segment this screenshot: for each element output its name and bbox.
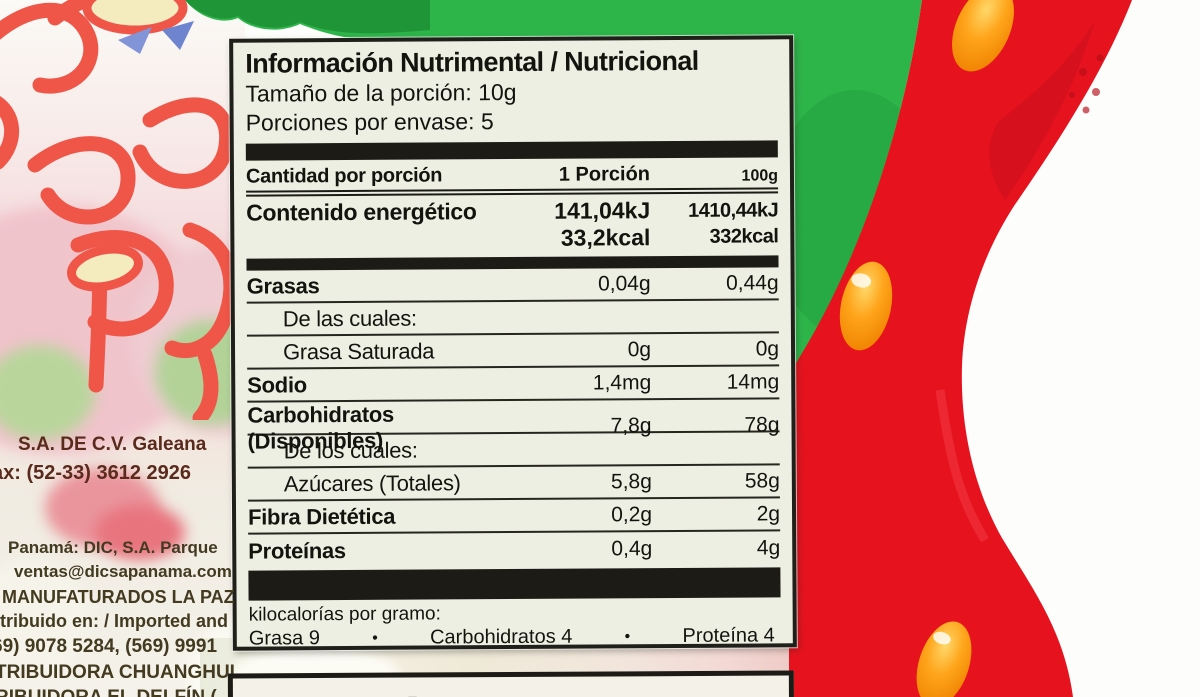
- nutrition-facts-title: Nutrition Facts: [243, 683, 794, 697]
- nutrient-value-portion: 0,4g: [611, 537, 653, 561]
- candy-red-blur: [95, 505, 185, 560]
- energy-kj-portion: 141,04kJ: [554, 197, 651, 225]
- nutrition-label-en: Nutrition Facts: [227, 670, 795, 697]
- energy-kcal-100g: 332kcal: [709, 225, 779, 248]
- marshmallow-green-patch: [0, 345, 95, 440]
- bullet-separator: •: [372, 629, 378, 647]
- strawberry-speckles: [1069, 54, 1104, 114]
- kcal-protein: Proteína 4: [682, 624, 775, 648]
- nutrient-name: Grasas: [246, 273, 320, 299]
- kcal-per-gram-values: Grasa 9 • Carbohidratos 4 • Proteína 4: [249, 625, 775, 651]
- nutrient-value-portion: [493, 317, 651, 318]
- nutrient-value-100g: 58g: [744, 469, 780, 493]
- nutrient-row: De las cuales:: [246, 300, 779, 337]
- header-amount-per-serving: Cantidad por porción: [245, 164, 443, 189]
- nutrient-row: Grasas 0,04g 0,44g: [246, 267, 779, 304]
- nutrient-value-100g: 2g: [756, 502, 781, 526]
- nutrient-value-100g: [651, 316, 779, 317]
- energy-kcal-portion: 33,2kcal: [560, 224, 651, 251]
- energy-kj-100g: 1410,44kJ: [688, 198, 779, 222]
- nutrient-name: Sodio: [247, 372, 307, 398]
- servings-per-container: Porciones por envase: 5: [245, 108, 494, 136]
- nutrient-row: Carbohidratos (Disponibles) 7,8g 78g: [247, 399, 780, 454]
- bullet-separator: •: [624, 628, 631, 646]
- address-line: S.A. DE C.V. Galeana: [18, 434, 207, 455]
- header-per-100g: 100g: [741, 167, 779, 186]
- strawberry-red-shape: [789, 0, 1132, 697]
- nutrient-name: Proteínas: [248, 537, 346, 564]
- address-line: TRIBUIDORA CHUANGHUI,: [0, 662, 241, 683]
- nutrient-value-100g: 78g: [744, 413, 780, 437]
- nutrient-value-100g: [652, 448, 780, 449]
- strawberry-seed-icon: [952, 0, 1014, 72]
- nutrient-name: De los cuales:: [283, 437, 418, 464]
- address-line: stribuido en: / Imported and: [0, 611, 228, 631]
- address-line: 69) 9078 5284, (569) 9991: [0, 636, 218, 657]
- nutrient-row: Sodio 1,4mg 14mg: [247, 366, 780, 403]
- nutrient-value-100g: 14mg: [726, 370, 780, 394]
- leaf-green-shade: [770, 90, 940, 340]
- kcal-per-gram-heading: kilocalorías por gramo:: [248, 603, 441, 626]
- nutrient-value-100g: 4g: [756, 536, 781, 560]
- nutrient-value-100g: 0g: [755, 337, 780, 361]
- energy-name: Contenido energético: [246, 198, 477, 227]
- address-line: ax: (52-33) 3612 2926: [0, 462, 192, 484]
- nutrient-value-portion: [494, 449, 652, 450]
- kcal-fat: Grasa 9: [248, 627, 321, 650]
- address-line: ventas@dicsapanama.com: [14, 562, 232, 581]
- nutrition-title: Información Nutrimental / Nutricional: [245, 45, 699, 79]
- nutrient-row: Grasa Saturada 0g 0g: [246, 333, 780, 370]
- energy-row: Contenido energético 141,04kJ 33,2kcal 1…: [246, 194, 778, 257]
- address-line: Panamá: DIC, S.A. Parque: [8, 538, 218, 557]
- nutrient-row: Fibra Dietética 0,2g 2g: [247, 498, 781, 535]
- strawberry-red-sheen: [935, 389, 989, 543]
- nutrient-value-portion: 0,2g: [611, 503, 653, 527]
- strawberry-seed-icon: [916, 621, 972, 697]
- strawberry-seed-icon: [839, 261, 893, 351]
- kcal-carbs: Carbohidratos 4: [429, 626, 573, 649]
- nutrient-value-portion: 5,8g: [610, 470, 652, 494]
- column-header-row: Cantidad por porción 1 Porción 100g: [245, 157, 779, 198]
- nutrient-name: Fibra Dietética: [247, 503, 396, 530]
- nutrient-name: Grasa Saturada: [282, 338, 435, 365]
- nutrient-value-portion: 0,04g: [598, 272, 651, 296]
- address-line: MANUFATURADOS LA PAZ: [2, 587, 235, 607]
- nutrient-name: De las cuales:: [282, 305, 417, 332]
- strawberry-red-shade: [989, 20, 1095, 200]
- nutrient-value-portion: 0g: [627, 338, 652, 362]
- divider-bar: [248, 567, 781, 601]
- address-line: RIBUIDORA EL DELFÍN (: [0, 687, 217, 697]
- nutrient-row: Proteínas 0,4g 4g: [248, 532, 780, 568]
- serving-size: Tamaño de la porción: 10g: [245, 79, 517, 107]
- nutrient-value-portion: 7,8g: [610, 414, 652, 438]
- nutrient-name: Azúcares (Totales): [283, 470, 461, 497]
- nutrient-value-100g: 0,44g: [726, 271, 779, 295]
- nutrient-value-portion: 1,4mg: [592, 371, 652, 395]
- nutrient-row: Azúcares (Totales) 5,8g 58g: [247, 465, 780, 502]
- header-per-portion: 1 Porción: [558, 163, 651, 187]
- nutrition-label-es: Información Nutrimental / Nutricional Ta…: [229, 35, 797, 651]
